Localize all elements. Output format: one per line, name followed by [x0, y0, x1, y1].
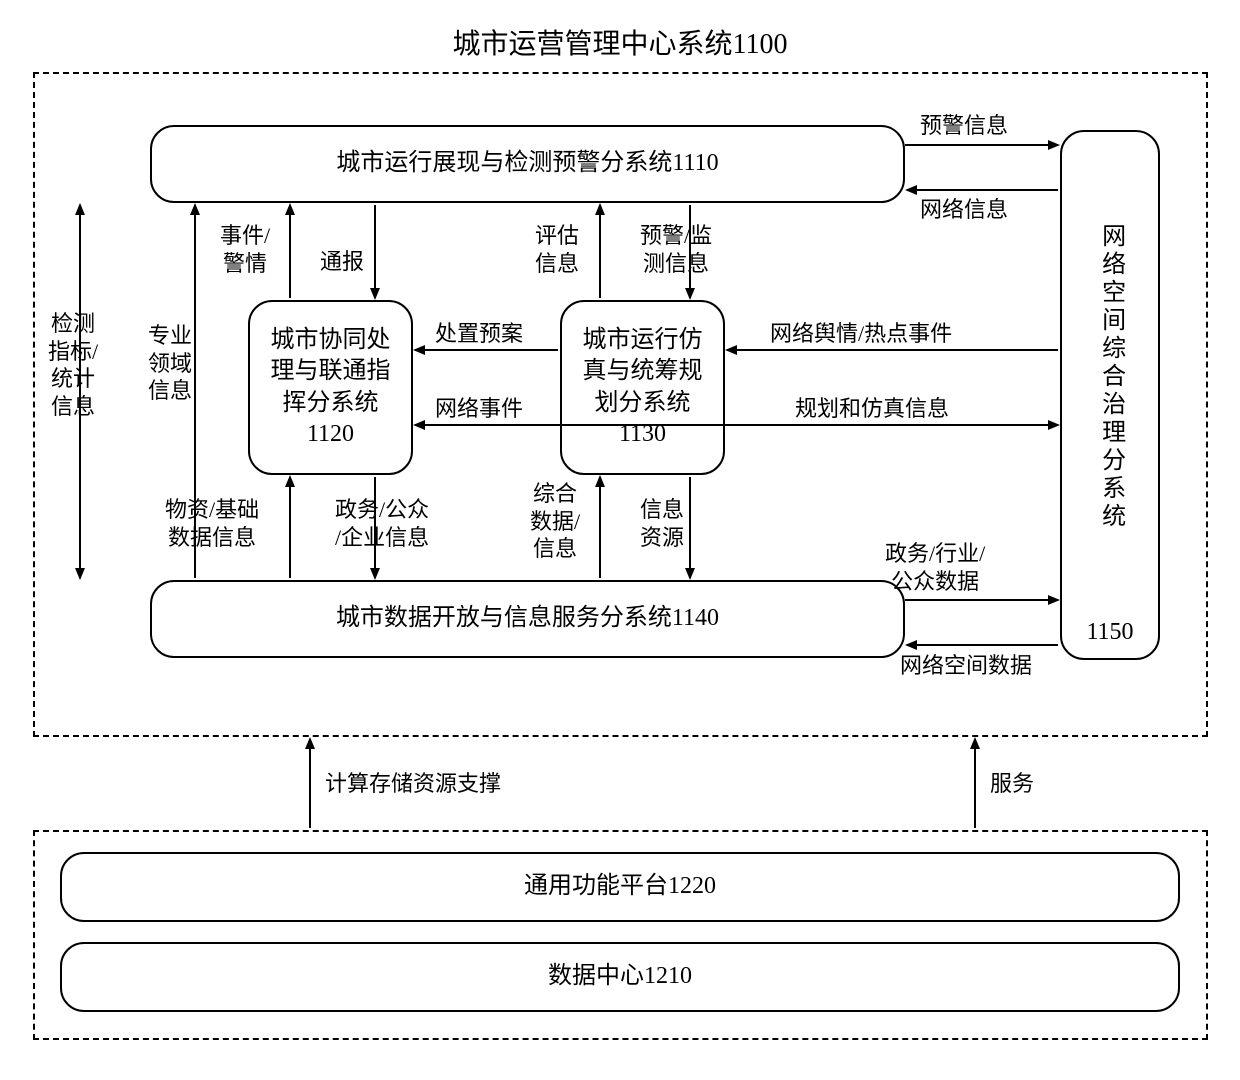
- node-1210: 数据中心1210: [60, 942, 1180, 1012]
- label-netevent: 网络事件: [435, 395, 523, 423]
- label-simplan: 规划和仿真信息: [795, 395, 949, 423]
- label-monitor: 预警/监 测信息: [640, 222, 712, 277]
- diagram-title: 城市运营管理中心系统1100: [0, 22, 1240, 62]
- node-1120: 城市协同处 理与联通指 挥分系统 1120: [248, 300, 413, 475]
- label-service: 服务: [990, 770, 1034, 798]
- node-1110: 城市运行展现与检测预警分系统1110: [150, 125, 905, 203]
- label-detect: 检测 指标/ 统计 信息: [48, 310, 98, 420]
- node-1150-label-a: 网络空间综合治理分系统: [1094, 223, 1125, 531]
- label-govind: 政务/行业/ 公众数据: [885, 540, 985, 595]
- label-netinfo: 网络信息: [920, 196, 1008, 224]
- node-1150: 网络空间综合治理分系统 1150: [1060, 130, 1160, 660]
- node-1130: 城市运行仿 真与统筹规 划分系统 1130: [560, 300, 725, 475]
- node-1210-label: 数据中心1210: [548, 961, 692, 992]
- label-assess: 评估 信息: [535, 222, 579, 277]
- label-infores: 信息 资源: [640, 496, 684, 551]
- label-warning: 预警信息: [920, 112, 1008, 140]
- label-material: 物资/基础 数据信息: [165, 496, 259, 551]
- label-event: 事件/ 警情: [220, 222, 270, 277]
- node-1140-label: 城市数据开放与信息服务分系统1140: [336, 603, 719, 634]
- node-1220: 通用功能平台1220: [60, 852, 1180, 922]
- label-compute: 计算存储资源支撑: [325, 770, 501, 798]
- label-netspace: 网络空间数据: [900, 652, 1032, 680]
- node-1150-label-b: 1150: [1086, 617, 1133, 648]
- node-1110-label: 城市运行展现与检测预警分系统1110: [336, 148, 718, 179]
- node-1220-label: 通用功能平台1220: [524, 871, 716, 902]
- node-1140: 城市数据开放与信息服务分系统1140: [150, 580, 905, 658]
- node-1120-label: 城市协同处 理与联通指 挥分系统 1120: [271, 325, 391, 450]
- label-domain: 专业 领域 信息: [148, 322, 192, 405]
- label-notify: 通报: [320, 248, 364, 276]
- label-plan: 处置预案: [435, 320, 523, 348]
- node-1130-label: 城市运行仿 真与统筹规 划分系统 1130: [583, 325, 703, 450]
- label-compdata: 综合 数据/ 信息: [530, 480, 580, 563]
- label-govpub: 政务/公众 /企业信息: [335, 496, 429, 551]
- label-opinion: 网络舆情/热点事件: [770, 320, 952, 348]
